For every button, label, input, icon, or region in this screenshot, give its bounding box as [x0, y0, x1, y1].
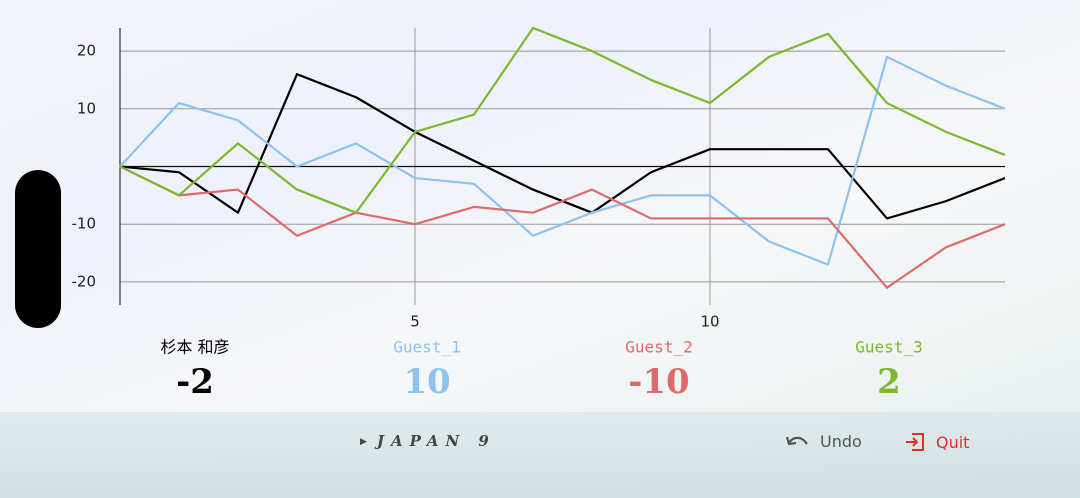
player-name: Guest_2 [625, 338, 692, 357]
y-tick-label: -20 [72, 272, 97, 290]
x-tick-label: 10 [700, 313, 719, 331]
quit-icon [906, 433, 924, 451]
player-score: -10 [628, 362, 689, 402]
footer-band [0, 412, 1080, 498]
y-tick-label: 10 [77, 99, 96, 117]
player-score: -2 [176, 362, 214, 402]
x-tick-label: 5 [410, 313, 420, 331]
player-name: Guest_3 [855, 338, 922, 357]
quit-label: Quit [936, 432, 970, 452]
series-line [119, 26, 1006, 214]
undo-label: Undo [820, 432, 862, 451]
quit-button[interactable]: Quit [904, 432, 969, 452]
player-score: 10 [403, 362, 450, 402]
room-label: JAPAN 9 [376, 432, 496, 450]
y-tick-label: -10 [72, 215, 97, 233]
series-line [119, 165, 1006, 289]
side-handle[interactable] [15, 170, 61, 328]
player-score: 2 [877, 362, 901, 402]
undo-button[interactable]: Undo [786, 432, 862, 451]
series-line [119, 73, 1006, 220]
series-line [119, 55, 1006, 266]
undo-icon [786, 436, 808, 445]
player-name: 杉本 和彦 [160, 338, 229, 357]
player-name: Guest_1 [393, 338, 460, 357]
room-name: ▶ JAPAN 9 [360, 432, 496, 450]
y-tick-label: 20 [77, 42, 96, 60]
